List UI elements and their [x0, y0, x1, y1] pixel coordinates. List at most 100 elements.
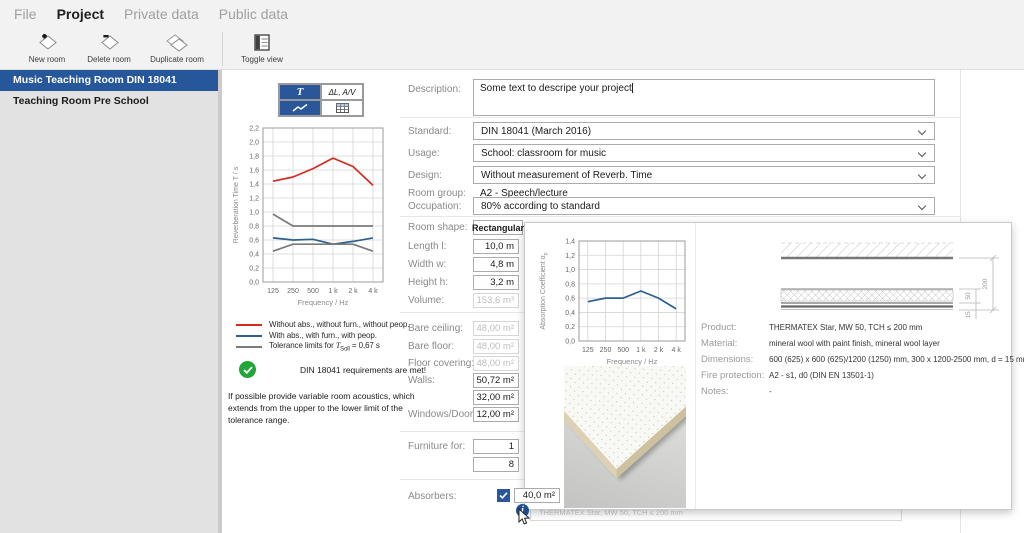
svg-text:2,2: 2,2 [249, 126, 259, 133]
svg-text:0,0: 0,0 [565, 339, 575, 346]
walls-field[interactable]: 50,72 m² [473, 373, 519, 388]
new-room-icon [35, 32, 59, 54]
delete-room-icon [97, 32, 121, 54]
svg-text:1,4: 1,4 [565, 239, 575, 246]
svg-text:Absorption Coefficient αp: Absorption Coefficient αp [540, 252, 549, 329]
absorbers-checkbox[interactable] [497, 489, 510, 502]
svg-text:1,2: 1,2 [565, 253, 575, 260]
sidebar-scrollbar[interactable] [218, 70, 222, 533]
advice-note: If possible provide variable room acoust… [228, 391, 415, 425]
svg-text:0,4: 0,4 [249, 252, 259, 259]
description-input[interactable]: Some text to descripe your project [473, 79, 935, 116]
svg-text:200: 200 [982, 278, 989, 289]
sidebar-item-teaching-room-pre-school[interactable]: Teaching Room Pre School [13, 95, 149, 107]
svg-text:0,8: 0,8 [249, 224, 259, 231]
level-view-button[interactable]: ΔL, A/V [321, 84, 363, 100]
svg-text:1,0: 1,0 [249, 210, 259, 217]
svg-text:0,0: 0,0 [249, 280, 259, 287]
menu-project[interactable]: Project [56, 6, 105, 22]
check-circle-icon [239, 361, 256, 378]
svg-text:1,2: 1,2 [249, 196, 259, 203]
room-shape-field[interactable]: Rectangular [472, 220, 524, 235]
svg-text:1,0: 1,0 [565, 267, 575, 274]
material-value: mineral wool with paint finish, mineral … [769, 339, 940, 348]
bare-ceiling-label: Bare ceiling: [408, 323, 464, 334]
dimensions-label: Dimensions: [701, 354, 754, 365]
windows-doors-label: Windows/Doors: [408, 409, 481, 420]
toggle-view-icon [252, 32, 272, 54]
reverberation-view-button[interactable]: T [279, 84, 321, 100]
svg-text:2 k: 2 k [348, 288, 358, 295]
design-dropdown[interactable]: Without measurement of Reverb. Time [473, 166, 935, 184]
ceiling-tile-image [564, 366, 686, 479]
material-label: Material: [701, 338, 738, 349]
absorbers-area-field[interactable]: 40,0 m² [514, 488, 560, 503]
table-view-button[interactable] [321, 100, 363, 116]
standard-dropdown[interactable]: DIN 18041 (March 2016) [473, 122, 935, 140]
absorption-coefficient-chart: 0,0 0,2 0,4 0,6 0,8 1,0 1,2 1,4 125 250 500 1 k 2 k 4… [540, 239, 686, 366]
menu-private-data[interactable]: Private data [124, 6, 199, 22]
width-field[interactable]: 4,8 m [473, 257, 519, 272]
svg-text:1 k: 1 k [328, 288, 338, 295]
chevron-down-icon [917, 170, 927, 180]
ceiling-section-drawing: 200 50 15 [780, 242, 999, 319]
new-room-button[interactable]: New room [16, 30, 78, 64]
product-photo [564, 366, 686, 508]
chart-legend: Without abs., without furn., without peo… [236, 319, 409, 352]
bare-floor-field: 48,00 m² [473, 339, 519, 354]
chevron-down-icon [917, 148, 927, 158]
chart-view-button[interactable] [279, 100, 321, 116]
svg-text:0,2: 0,2 [565, 324, 575, 331]
product-info-tooltip: 0,0 0,2 0,4 0,6 0,8 1,0 1,2 1,4 125 250 500 1 k 2 k 4… [524, 222, 1024, 510]
height-field[interactable]: 3,2 m [473, 275, 519, 290]
description-label: Description: [408, 84, 461, 95]
menu-file[interactable]: File [14, 6, 37, 22]
table-icon [335, 103, 349, 113]
notes-value: - [769, 387, 772, 396]
bare-ceiling-field: 48,00 m² [473, 321, 519, 336]
furniture-field-2[interactable]: 8 [473, 457, 519, 472]
svg-text:15: 15 [965, 311, 972, 319]
occupation-dropdown[interactable]: 80% according to standard [473, 197, 935, 215]
windows-doors-field[interactable]: 12,00 m² [473, 407, 519, 422]
view-toggle-group: T ΔL, A/V [278, 83, 364, 117]
walls-field-2[interactable]: 32,00 m² [473, 390, 519, 405]
duplicate-room-button[interactable]: Duplicate room [140, 30, 214, 64]
legend-item-tolerance: Tolerance limits for TSoll = 0,67 s [236, 341, 409, 352]
product-label: Product: [701, 322, 737, 333]
section-divider [400, 216, 960, 217]
svg-text:4 k: 4 k [368, 288, 378, 295]
standard-label: Standard: [408, 126, 452, 137]
dimensions-value: 600 (625) x 600 (625)/1200 (1250) mm, 30… [769, 355, 1024, 364]
legend-item-with: With abs., with furn., with peop. [236, 330, 409, 341]
furniture-field-1[interactable]: 1 [473, 439, 519, 454]
notes-label: Notes: [701, 386, 729, 397]
fire-protection-label: Fire protection: [701, 370, 765, 381]
room-group-label: Room group: [408, 188, 466, 199]
length-field[interactable]: 10,0 m [473, 239, 519, 254]
room-shape-label: Room shape: [408, 222, 468, 233]
requirements-status: DIN 18041 requirements are met! [239, 361, 426, 378]
legend-item-without: Without abs., without furn., without peo… [236, 319, 409, 330]
delete-room-button[interactable]: Delete room [78, 30, 140, 64]
floor-covering-label: Floor covering: [408, 358, 475, 369]
status-message: DIN 18041 requirements are met! [300, 364, 427, 375]
floor-covering-field: 48,00 m² [473, 356, 519, 371]
chevron-down-icon [917, 126, 927, 136]
svg-text:125: 125 [582, 347, 594, 354]
legend-line-red [236, 323, 262, 326]
toggle-view-button[interactable]: Toggle view [231, 30, 293, 64]
legend-line-blue [236, 334, 262, 337]
product-value: THERMATEX Star, MW 50, TCH ≤ 200 mm [769, 323, 923, 332]
duplicate-room-icon [164, 32, 190, 54]
usage-label: Usage: [408, 148, 440, 159]
menu-public-data[interactable]: Public data [218, 6, 289, 22]
usage-dropdown[interactable]: School: classroom for music [473, 144, 935, 162]
svg-text:Frequency / Hz: Frequency / Hz [607, 357, 658, 366]
svg-text:4 k: 4 k [671, 347, 681, 354]
volume-label: Volume: [408, 295, 445, 306]
bare-floor-label: Bare floor: [408, 341, 455, 352]
sidebar-item-music-teaching-room[interactable]: Music Teaching Room DIN 18041 [0, 70, 222, 91]
svg-text:0,2: 0,2 [249, 266, 259, 273]
svg-text:1 k: 1 k [636, 347, 646, 354]
